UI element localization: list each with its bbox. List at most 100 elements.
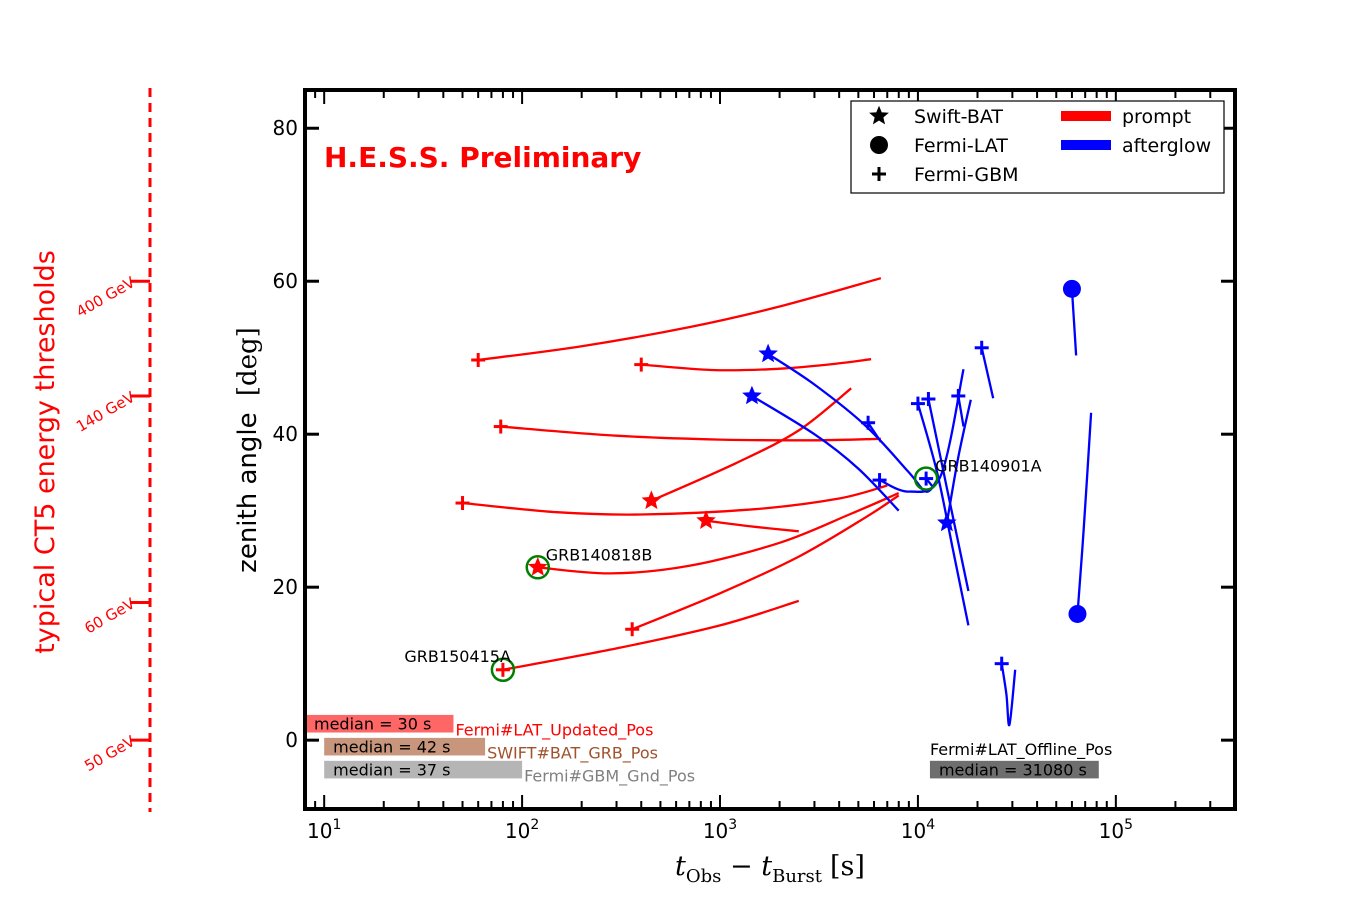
plot-frame	[303, 88, 1237, 811]
legend-marker-star	[869, 105, 889, 125]
series-marker-plus	[493, 419, 508, 434]
series-after-gbm-3	[910, 396, 970, 626]
y-tick-label: 40	[273, 422, 298, 446]
series-after-lat-1	[1062, 279, 1081, 356]
legend-entry-circle: Fermi-LAT	[870, 135, 1008, 157]
series-marker-plus	[919, 471, 934, 486]
median-bar-rect	[305, 714, 454, 733]
x-tick-label: 101	[307, 817, 341, 843]
series-line	[631, 494, 900, 631]
legend-entry-star: Swift-BAT	[869, 105, 1003, 128]
series-line	[462, 484, 888, 516]
series-prompt-bat-2	[696, 510, 799, 533]
series-line	[478, 277, 882, 362]
data-series	[455, 277, 1093, 727]
series-marker-star	[641, 490, 662, 510]
x-tick-label: 103	[703, 817, 737, 843]
series-line	[705, 519, 799, 533]
series-prompt-gbm-4	[455, 484, 888, 516]
y-axis-title: zenith angle [deg]	[233, 327, 263, 573]
median-bar-rect	[324, 760, 523, 779]
series-marker-circle	[1062, 279, 1081, 298]
x-axis-title-sub2: Burst	[772, 866, 823, 887]
x-axis-title-unit: [s]	[830, 851, 865, 882]
series-marker-plus	[974, 340, 989, 355]
median-bar-1: median = 42 s SWIFT#BAT_GRB_Pos	[324, 737, 658, 763]
legend-swatch	[1061, 140, 1111, 150]
x-tick-label: 104	[901, 817, 935, 843]
series-marker-plus	[872, 473, 887, 488]
series-prompt-bat-1	[641, 387, 852, 510]
y-tick-label: 0	[285, 728, 298, 752]
y-axis-unit: [deg]	[233, 327, 263, 396]
y-tick-label: 20	[273, 575, 298, 599]
series-marker-plus	[455, 496, 470, 511]
series-line	[945, 399, 972, 524]
median-bar-label: median = 30 s	[314, 715, 431, 734]
median-bar-label: median = 31080 s	[939, 760, 1087, 779]
median-bar-0: median = 30 s Fermi#LAT_Updated_Pos	[305, 715, 653, 741]
highlight-label: GRB150415A	[404, 647, 511, 666]
series-after-bat-3	[937, 399, 972, 532]
x-tick-label: 105	[1099, 817, 1133, 843]
series-line	[867, 422, 882, 443]
median-bar-tag: Fermi#LAT_Updated_Pos	[455, 721, 653, 741]
series-marker-plus	[625, 622, 640, 637]
median-bar-rect	[929, 760, 1099, 779]
series-marker-star	[742, 385, 762, 405]
x-axis-title-minus: −	[721, 851, 761, 882]
energy-tick-label: 400 GeV	[73, 273, 139, 321]
series-after-bat-2	[742, 385, 900, 512]
energy-tick-label: 50 GeV	[81, 732, 138, 775]
series-line	[1000, 663, 1017, 727]
series-prompt-gbm-2	[634, 357, 872, 372]
series-marker-star	[937, 512, 957, 532]
y-axis-title-text: zenith angle	[233, 412, 263, 572]
series-after-bat-1	[758, 343, 939, 493]
legend-label: prompt	[1122, 106, 1191, 128]
series-marker-plus	[634, 357, 649, 372]
series-line	[650, 387, 852, 502]
highlight-ring	[913, 466, 939, 491]
legend-label: Fermi-LAT	[914, 135, 1008, 157]
energy-tick-label: 140 GeV	[73, 387, 139, 435]
series-line	[1076, 412, 1093, 615]
series-prompt-gbm-3	[493, 419, 881, 442]
series-marker-star	[527, 556, 548, 576]
svg-text:zenith angle [deg]: zenith angle [deg]	[233, 327, 263, 573]
series-line	[751, 395, 900, 512]
highlight-2: GRB140901A	[913, 457, 1042, 491]
highlight-label: GRB140901A	[935, 457, 1042, 476]
median-bar-label: median = 42 s	[333, 737, 450, 756]
y-tick-label: 80	[273, 116, 298, 140]
series-marker-star	[758, 343, 778, 363]
series-after-gbm-7	[994, 656, 1017, 727]
highlight-0: GRB140818B	[525, 545, 652, 580]
highlight-1: GRB150415A	[404, 647, 516, 683]
legend-marker-circle	[870, 136, 888, 154]
legend-entry-prompt: prompt	[1061, 106, 1191, 128]
median-bars: median = 30 s Fermi#LAT_Updated_Posmedian…	[305, 715, 1112, 786]
legend-label: afterglow	[1122, 135, 1211, 157]
series-line	[500, 425, 881, 442]
series-marker-plus	[471, 353, 486, 368]
series-line	[916, 403, 970, 626]
median-bar-tag: Fermi#LAT_Offline_Pos	[930, 740, 1112, 760]
highlight-ring	[525, 555, 551, 580]
x-tick-label: 102	[505, 817, 539, 843]
energy-threshold-axis: typical CT5 energy thresholds 50 GeV 60 G…	[30, 88, 152, 812]
series-marker-plus	[861, 415, 876, 430]
series-marker-star	[696, 510, 716, 529]
series-after-lat-2	[1068, 412, 1093, 623]
chart-title: H.E.S.S. Preliminary	[324, 141, 641, 174]
series-after-gbm-5	[951, 388, 966, 427]
series-line	[641, 358, 872, 372]
series-prompt-gbm-5	[625, 494, 900, 637]
series-after-gbm-4	[921, 392, 970, 592]
series-marker-plus	[951, 388, 966, 403]
y-tick-label: 60	[273, 269, 298, 293]
median-bar-tag: SWIFT#BAT_GRB_Pos	[487, 743, 658, 763]
legend-label: Swift-BAT	[914, 106, 1003, 128]
series-line	[537, 492, 900, 575]
legend-label: Fermi-GBM	[914, 164, 1019, 186]
